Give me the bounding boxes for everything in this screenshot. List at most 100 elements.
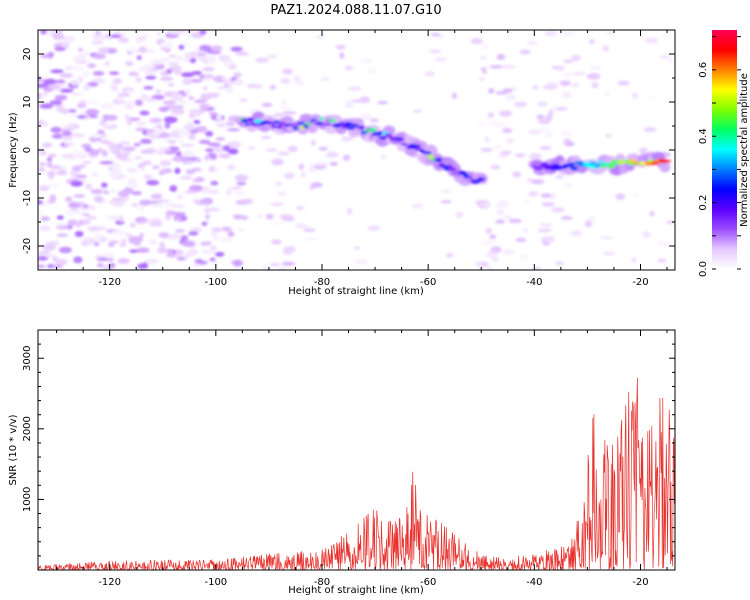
spectrogram-cell bbox=[316, 121, 322, 126]
spectrogram-cell bbox=[294, 223, 305, 229]
spectrogram-cell bbox=[55, 258, 68, 266]
spectrogram-cell bbox=[555, 106, 568, 112]
spectrogram-cell bbox=[152, 202, 165, 209]
spectrogram-cell bbox=[42, 185, 51, 189]
spectrogram-cell bbox=[79, 51, 93, 56]
spectrogram-cell bbox=[55, 79, 66, 84]
snr-y-tick-label: 3000 bbox=[22, 346, 33, 371]
spectrogram-cell bbox=[203, 77, 214, 81]
spectrogram-cell bbox=[301, 223, 309, 228]
spectrogram-cell bbox=[201, 221, 208, 226]
spectrogram-cell bbox=[477, 177, 486, 182]
spectrogram-cell bbox=[605, 133, 612, 138]
spectrogram-cell bbox=[281, 261, 295, 266]
spectrogram-cell bbox=[280, 78, 291, 84]
spectrogram-cell bbox=[49, 165, 62, 170]
spectrogram-cell bbox=[140, 93, 148, 101]
snr-y-tick-label: 1000 bbox=[22, 487, 33, 512]
spectrogram-cell bbox=[145, 259, 159, 263]
spectrogram-cell bbox=[563, 72, 574, 79]
spectrogram-cell bbox=[361, 58, 373, 64]
spectrogram-cell bbox=[322, 122, 332, 127]
spectrogram-cell bbox=[225, 87, 234, 94]
spectrogram-cell bbox=[139, 138, 152, 144]
spectrogram-cell bbox=[544, 114, 553, 121]
spectrogram-cell bbox=[182, 56, 191, 63]
spectrogram-cell bbox=[59, 88, 74, 93]
spectrogram-cell bbox=[348, 86, 362, 92]
spectrogram-cell bbox=[159, 241, 165, 248]
spectrogram-cell bbox=[586, 73, 601, 80]
spectrogram-cell bbox=[277, 151, 290, 156]
spectrogram-cell bbox=[119, 141, 131, 145]
spectrogram-cell bbox=[205, 131, 214, 137]
spectrogram-cell bbox=[489, 234, 497, 240]
spectrogram-cell bbox=[191, 167, 202, 172]
spectrogram-cell bbox=[152, 130, 161, 137]
colorbar-bar bbox=[712, 30, 737, 269]
spectrogram-cell bbox=[158, 232, 170, 238]
spectrogram-cell bbox=[617, 80, 630, 86]
spectrogram-cell bbox=[70, 79, 79, 86]
spectrogram-cell bbox=[108, 144, 122, 151]
spectrogram-cell bbox=[183, 124, 196, 131]
spectrogram-cell bbox=[104, 60, 110, 67]
snr-x-tick-label: -100 bbox=[204, 577, 227, 588]
spectrogram-x-tick-label: -120 bbox=[98, 277, 121, 288]
spectrogram-cell bbox=[62, 130, 72, 136]
spectrogram-cell bbox=[451, 92, 458, 100]
spectrogram-cell bbox=[109, 170, 122, 177]
spectrogram-cell bbox=[140, 149, 152, 154]
spectrogram-cell bbox=[514, 153, 526, 158]
spectrogram-cell bbox=[94, 233, 104, 240]
spectrogram-cell bbox=[38, 120, 45, 125]
spectrogram-cell bbox=[139, 233, 145, 237]
spectrogram-cell bbox=[233, 71, 242, 78]
spectrogram-cell bbox=[95, 226, 107, 231]
spectrogram-cell bbox=[491, 256, 499, 263]
spectrogram-cell bbox=[75, 174, 88, 179]
spectrogram-cell bbox=[38, 210, 43, 215]
spectrogram-cell bbox=[87, 63, 96, 69]
spectrogram-cell bbox=[551, 207, 565, 213]
spectrogram-cell bbox=[543, 84, 557, 90]
spectrogram-cell bbox=[170, 108, 182, 114]
spectrogram-cell bbox=[303, 228, 316, 232]
spectrogram-cell bbox=[177, 137, 184, 144]
spectrogram-cell bbox=[149, 222, 163, 227]
spectrogram-cell bbox=[269, 263, 281, 267]
spectrogram-cell bbox=[256, 213, 262, 219]
spectrogram-cell bbox=[187, 133, 196, 141]
spectrogram-cell bbox=[148, 218, 163, 224]
spectrogram-cell bbox=[413, 109, 423, 114]
spectrogram-cell bbox=[158, 106, 169, 112]
spectrogram-cell bbox=[230, 46, 243, 52]
spectrogram-cell bbox=[424, 151, 432, 155]
spectrogram-cell bbox=[267, 54, 278, 59]
spectrogram-cell bbox=[482, 43, 489, 49]
spectrogram-cell bbox=[589, 66, 603, 71]
spectrogram-cell bbox=[188, 184, 203, 192]
spectrogram-cell bbox=[168, 140, 177, 144]
spectrogram-cell bbox=[216, 122, 222, 128]
spectrogram-cell bbox=[72, 149, 80, 153]
spectrogram-cell bbox=[54, 94, 68, 101]
spectrogram-cell bbox=[133, 240, 141, 246]
spectrogram-cell bbox=[176, 56, 183, 61]
spectrogram-cell bbox=[515, 237, 527, 243]
spectrogram-cell bbox=[345, 100, 353, 104]
spectrogram-cell bbox=[99, 161, 114, 165]
spectrogram-cell bbox=[175, 217, 182, 221]
spectrogram-cell bbox=[204, 249, 218, 255]
spectrogram-cell bbox=[117, 153, 129, 161]
spectrogram-cell bbox=[125, 60, 134, 67]
spectrogram-cell bbox=[496, 53, 506, 61]
spectrogram-cell bbox=[188, 108, 202, 114]
spectrogram-cell bbox=[214, 147, 221, 154]
spectrogram-cell bbox=[237, 228, 245, 232]
spectrogram-cell bbox=[216, 86, 226, 90]
spectrogram-cell bbox=[177, 250, 183, 254]
spectrogram-cell bbox=[628, 159, 637, 163]
spectrogram-cell bbox=[541, 236, 555, 242]
spectrogram-cell bbox=[64, 209, 79, 216]
